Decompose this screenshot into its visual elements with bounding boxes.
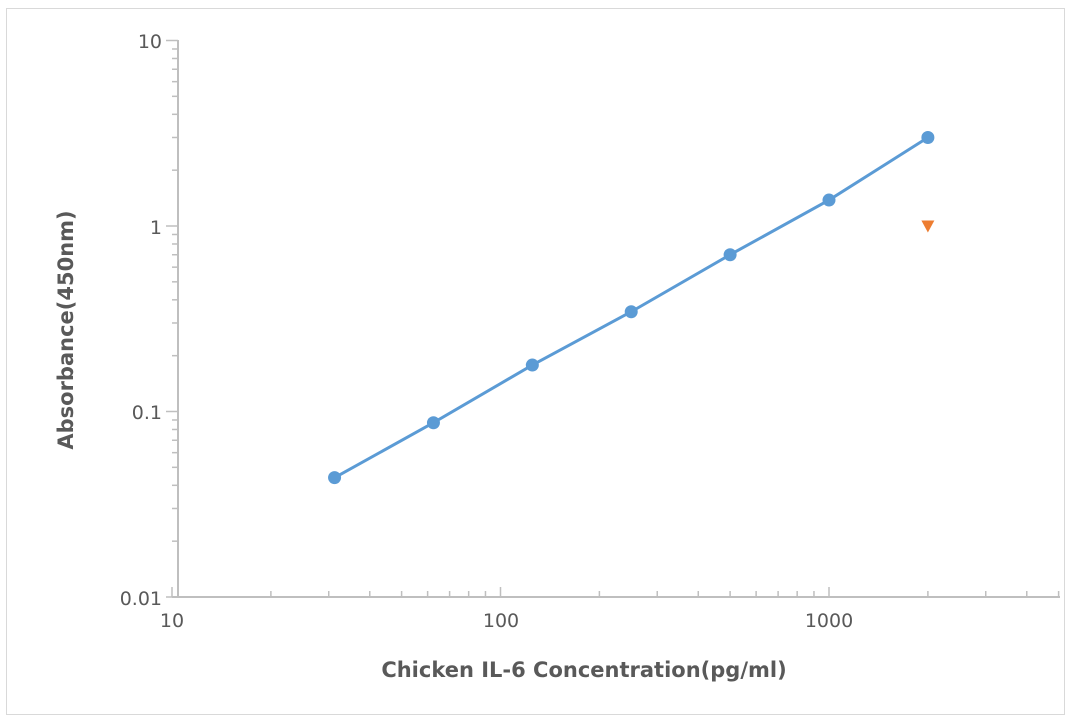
data-point bbox=[328, 471, 342, 485]
data-point bbox=[921, 130, 935, 144]
plot-area bbox=[328, 130, 935, 485]
y-minor-ticks bbox=[166, 39, 178, 598]
x-tick-label: 1000 bbox=[805, 610, 853, 632]
x-axis-title: Chicken IL-6 Concentration(pg/ml) bbox=[381, 658, 786, 682]
x-tick-label: 100 bbox=[483, 610, 519, 632]
y-tick-labels: 10 1 0.1 0.01 bbox=[120, 31, 162, 610]
y-tick-label: 0.01 bbox=[120, 588, 162, 610]
y-tick-label: 1 bbox=[150, 217, 162, 239]
series-2 bbox=[921, 220, 935, 233]
x-tick-label: 10 bbox=[160, 610, 184, 632]
data-point bbox=[624, 305, 638, 319]
data-point bbox=[723, 248, 737, 262]
data-point bbox=[426, 416, 440, 430]
data-point bbox=[921, 220, 935, 233]
y-tick-label: 0.1 bbox=[132, 402, 162, 424]
y-axis-title: Absorbance(450nm) bbox=[54, 210, 78, 449]
series-1 bbox=[328, 130, 935, 485]
data-point bbox=[822, 193, 836, 207]
y-tick-label: 10 bbox=[138, 31, 162, 53]
x-minor-ticks bbox=[171, 587, 1060, 597]
x-tick-labels: 10 100 1000 bbox=[160, 610, 853, 632]
data-point bbox=[525, 358, 539, 372]
